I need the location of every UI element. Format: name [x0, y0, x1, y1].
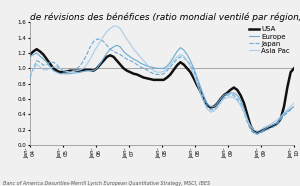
Europe: [292, 106, 296, 108]
USA: [292, 67, 296, 69]
Japan: [202, 98, 206, 100]
Europe: [28, 56, 32, 58]
Asia Pac: [255, 130, 259, 132]
Europe: [202, 95, 206, 97]
Line: Europe: Europe: [30, 45, 294, 134]
Text: de révisions des bénéfices (ratio mondial ventilé par région): de révisions des bénéfices (ratio mondia…: [30, 12, 300, 22]
USA: [269, 126, 272, 128]
USA: [28, 53, 32, 56]
Japan: [212, 109, 216, 111]
Japan: [95, 38, 99, 40]
Asia Pac: [189, 66, 192, 68]
Japan: [292, 106, 296, 108]
USA: [212, 106, 216, 108]
USA: [148, 78, 152, 80]
Japan: [192, 70, 196, 72]
Line: Asia Pac: Asia Pac: [30, 26, 294, 131]
Europe: [192, 67, 196, 69]
USA: [189, 71, 192, 73]
Asia Pac: [192, 73, 196, 76]
Asia Pac: [148, 67, 152, 69]
Europe: [148, 66, 152, 68]
Europe: [269, 125, 272, 127]
Europe: [255, 132, 259, 135]
USA: [255, 132, 259, 134]
Japan: [269, 127, 272, 129]
Europe: [189, 60, 192, 62]
USA: [192, 77, 196, 79]
Japan: [255, 133, 259, 135]
Asia Pac: [202, 101, 206, 103]
Asia Pac: [28, 73, 32, 76]
Europe: [212, 106, 216, 108]
Asia Pac: [112, 25, 115, 27]
Asia Pac: [292, 102, 296, 104]
Japan: [148, 71, 152, 73]
Europe: [115, 44, 119, 46]
USA: [202, 98, 206, 100]
USA: [35, 48, 38, 50]
Line: Japan: Japan: [30, 39, 294, 134]
Line: USA: USA: [30, 49, 294, 133]
Japan: [189, 63, 192, 66]
Asia Pac: [212, 110, 216, 112]
Asia Pac: [269, 123, 272, 126]
Text: Banc of America Desurities-Merrill Lynch European Quantitative Strategy, MSCI, I: Banc of America Desurities-Merrill Lynch…: [3, 181, 210, 186]
Japan: [28, 76, 32, 79]
Legend: USA, Europe, Japan, Asia Pac: USA, Europe, Japan, Asia Pac: [248, 26, 290, 54]
